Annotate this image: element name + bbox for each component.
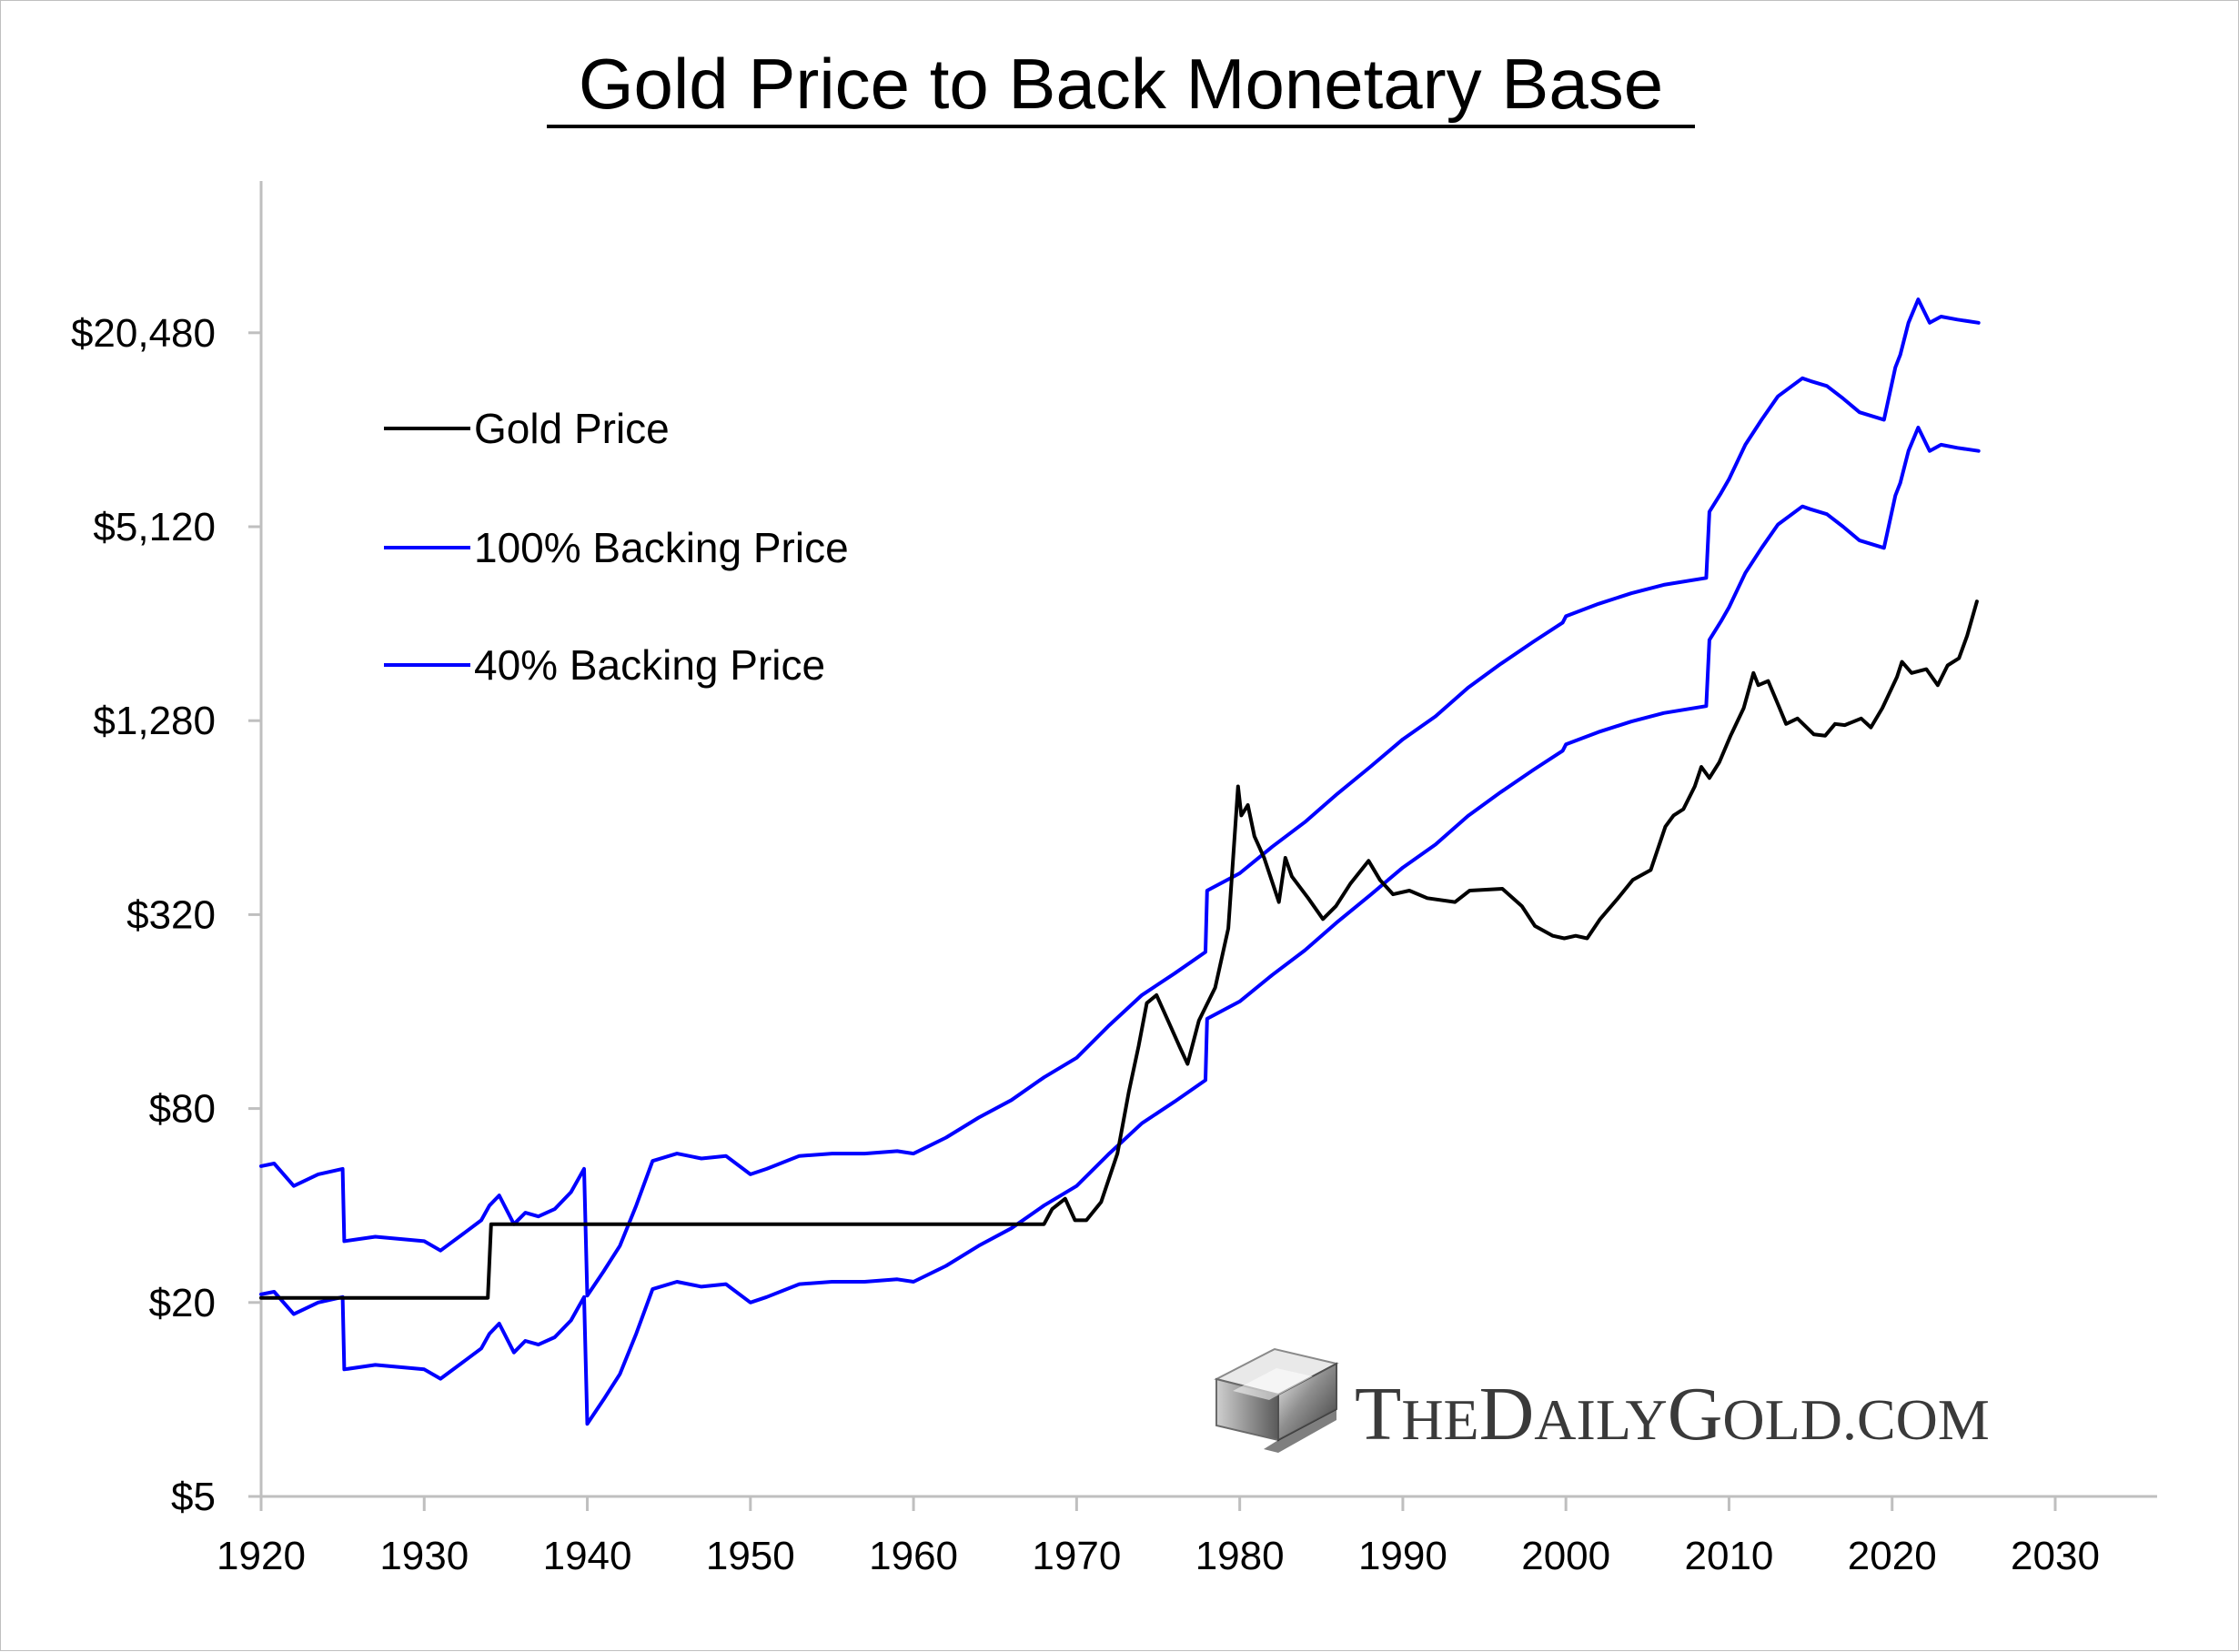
wm-aily: AILY [1534,1387,1667,1452]
series-line-gold-price [259,599,1979,1300]
x-tick-label: 1980 [1195,1534,1285,1578]
legend-label: 40% Backing Price [474,641,825,689]
x-tick-label: 1920 [217,1534,306,1578]
wm-g: G [1668,1372,1723,1456]
y-tick-label: $5 [171,1475,216,1519]
wm-he: HE [1401,1387,1478,1452]
wm-old-com: OLD.COM [1722,1387,1989,1452]
y-tick-label: $5,120 [93,505,216,549]
y-tick-label: $20 [149,1281,216,1325]
chart-title: Gold Price to Back Monetary Base [579,44,1663,124]
wm-t: T [1355,1372,1401,1456]
series-layer [259,297,1981,1426]
x-tick-label: 1960 [869,1534,958,1578]
x-tick-label: 1970 [1032,1534,1121,1578]
x-tick-label: 2000 [1521,1534,1610,1578]
x-tick-label: 2030 [2011,1534,2100,1578]
y-tick-label: $320 [126,892,216,937]
y-axis-ticks: $5 $20 $80 $320 $1,280 $5,120 $20,480 [71,311,261,1519]
y-tick-label: $80 [149,1087,216,1132]
watermark-text: THEDAILYGOLD.COM [1355,1372,1990,1456]
x-axis-ticks: 1920 1930 1940 1950 1960 1970 1980 1990 2000 2010… [217,1496,2100,1578]
x-tick-label: 1930 [379,1534,469,1578]
series-line-40-backing-price [259,426,1981,1426]
x-tick-label: 1950 [706,1534,795,1578]
y-tick-label: $1,280 [93,699,216,743]
x-tick-label: 1990 [1358,1534,1447,1578]
gold-bar-icon [1214,1347,1339,1453]
y-tick-label: $20,480 [71,311,216,356]
wm-d: D [1479,1372,1535,1456]
series-line-100-backing-price [259,297,1981,1298]
x-tick-label: 2020 [1848,1534,1937,1578]
legend-label: 100% Backing Price [474,524,849,571]
watermark: THEDAILYGOLD.COM [1214,1347,1990,1456]
x-tick-label: 1940 [543,1534,632,1578]
legend: Gold Price 100% Backing Price 40% Backing … [384,405,849,689]
legend-label: Gold Price [474,405,670,452]
x-tick-label: 2010 [1685,1534,1774,1578]
